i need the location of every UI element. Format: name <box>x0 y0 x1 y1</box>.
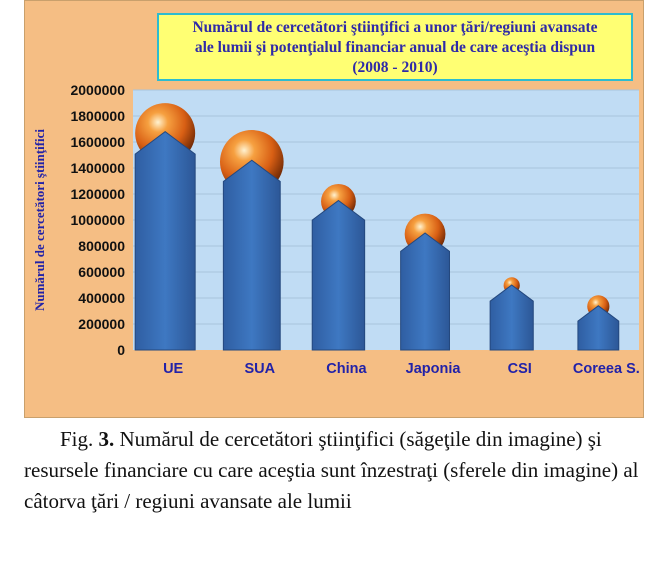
arrow-bar <box>134 130 196 351</box>
arrow-bar <box>311 199 366 351</box>
figure-caption: Fig. 3. Numărul de cercetători ştiinţifi… <box>24 424 644 517</box>
y-tick-label: 800000 <box>78 238 125 254</box>
chart-title: Numărul de cercetători ştiinţifici a uno… <box>157 13 633 81</box>
arrow-bar <box>400 232 450 351</box>
arrow-bar <box>222 159 281 351</box>
chart-title-line-1: Numărul de cercetători ştiinţifici a uno… <box>192 19 598 36</box>
y-tick-label: 1800000 <box>70 108 125 124</box>
category-label: Japonia <box>406 361 462 377</box>
category-label: SUA <box>244 361 275 377</box>
y-tick-label: 1200000 <box>70 186 125 202</box>
y-tick-label: 2000000 <box>70 82 125 98</box>
caption-number: 3. <box>98 427 115 451</box>
chart-title-line-2: ale lumii şi potenţialul financiar anual… <box>194 39 596 56</box>
grid-lines <box>133 89 639 325</box>
category-label: UE <box>163 361 183 377</box>
y-tick-label: 600000 <box>78 264 125 280</box>
y-tick-label: 1400000 <box>70 160 125 176</box>
chart-title-line-3: (2008 - 2010) <box>352 59 438 76</box>
chart-canvas: 0 200000 400000 600000 800000 1000000 1200000 1… <box>32 82 640 377</box>
y-tick-label: 400000 <box>78 290 125 306</box>
caption-prefix: Fig. <box>60 427 99 451</box>
y-tick-label: 1000000 <box>70 212 125 228</box>
category-label: CSI <box>508 361 532 377</box>
data-marks <box>134 103 620 351</box>
caption-text: Numărul de cercetători ştiinţifici (săge… <box>24 427 639 513</box>
y-tick-label: 1600000 <box>70 134 125 150</box>
y-tick-label: 200000 <box>78 316 125 332</box>
category-label: China <box>326 361 367 377</box>
y-tick-label: 0 <box>117 342 125 358</box>
category-label: Coreea S. <box>573 361 640 377</box>
y-axis-label: Numărul de cercetători ştiinţifici <box>32 129 47 311</box>
arrow-bar <box>489 284 534 351</box>
chart-figure: 0 200000 400000 600000 800000 1000000 1200000 1… <box>24 0 644 418</box>
arrow-bar <box>577 305 620 351</box>
x-axis-categories: UE SUA China Japonia CSI Coreea S. <box>163 361 640 377</box>
y-axis-ticks: 0 200000 400000 600000 800000 1000000 1200000 1… <box>70 82 125 358</box>
